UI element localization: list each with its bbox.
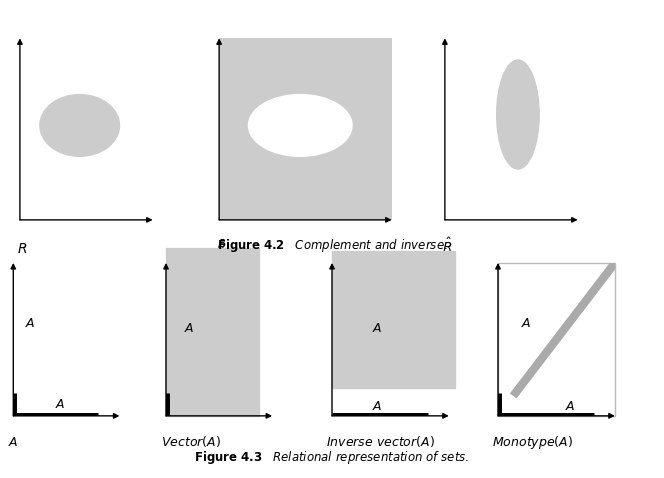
Ellipse shape <box>248 95 352 156</box>
Text: $\bf{Figure\ 4.2}$   $\it{Complement\ and\ inverse.}$: $\bf{Figure\ 4.2}$ $\it{Complement\ and\… <box>216 237 448 254</box>
Text: $Inverse\ vector(A)$: $Inverse\ vector(A)$ <box>326 435 435 449</box>
Text: A: A <box>521 317 530 330</box>
Text: A: A <box>566 400 574 413</box>
Text: $Vector(A)$: $Vector(A)$ <box>161 435 220 449</box>
Ellipse shape <box>40 95 120 156</box>
Bar <box>166 248 260 416</box>
Text: $\bar{R}$: $\bar{R}$ <box>216 239 226 256</box>
Text: A: A <box>373 322 381 335</box>
Text: A: A <box>373 400 381 413</box>
Text: A: A <box>26 317 35 330</box>
Text: $Monotype(A)$: $Monotype(A)$ <box>492 435 573 451</box>
Text: A: A <box>185 322 194 335</box>
Text: $\bf{Figure\ 4.3}$   $\it{Relational\ representation\ of\ sets.}$: $\bf{Figure\ 4.3}$ $\it{Relational\ repr… <box>195 449 469 467</box>
Ellipse shape <box>497 60 539 169</box>
Text: A: A <box>56 398 64 411</box>
Text: $\hat{R}$: $\hat{R}$ <box>442 236 453 256</box>
Text: $R$: $R$ <box>17 241 28 256</box>
Text: $A$: $A$ <box>8 436 19 449</box>
Bar <box>498 396 513 416</box>
